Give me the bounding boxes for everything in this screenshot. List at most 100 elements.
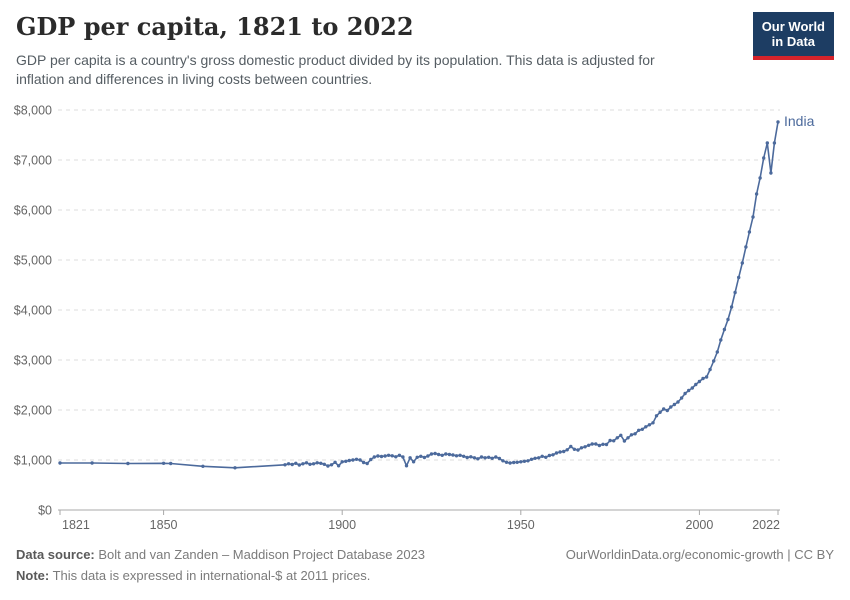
data-point [126,461,130,466]
data-point [551,453,555,457]
data-point [472,456,477,460]
data-point [629,433,634,437]
series-line-india[interactable] [59,121,779,469]
series-end-label-india: India [784,113,815,129]
owid-url-link[interactable]: OurWorldinData.org/economic-growth | CC … [565,547,834,562]
y-tick-label: $8,000 [14,104,52,118]
data-point [765,141,769,145]
data-point [415,455,419,459]
data-point [519,460,523,464]
chart-subtitle: GDP per capita is a country's gross dome… [16,52,655,87]
data-point [376,454,380,458]
data-point [729,305,734,309]
data-point [576,448,580,452]
data-point [558,450,562,454]
data-point [401,455,405,459]
owid-logo-line2: in Data [771,34,816,50]
data-point [290,462,294,467]
data-point [351,458,355,462]
data-point [762,156,766,160]
data-point [361,460,366,465]
data-point [297,463,301,467]
chart-title: GDP per capita, 1821 to 2022 [16,12,414,41]
data-point [476,457,480,461]
data-point [615,436,619,440]
data-point [429,452,434,456]
data-point [683,391,687,396]
data-point [526,459,530,463]
data-point [590,442,594,446]
x-tick-label: 2022 [752,518,780,532]
data-point [676,400,680,404]
note-line: Note: This data is expressed in internat… [16,568,370,583]
owid-logo-line1: Our World [761,19,825,34]
data-point [315,461,319,465]
x-tick-label: 1950 [507,518,535,532]
data-point [687,388,691,393]
data-point [694,382,698,387]
data-point [383,454,387,458]
data-point [740,261,744,265]
data-point [669,405,673,409]
x-tick-label: 1900 [328,518,356,532]
data-point [169,461,173,466]
data-point [301,462,305,466]
data-point [622,439,627,443]
data-point [404,464,409,468]
data-point [562,449,566,454]
data-point [708,367,712,372]
data-point [597,443,602,448]
data-point [583,445,587,449]
data-point [451,453,455,457]
data-point [679,396,684,400]
data-point [515,460,519,464]
y-tick-label: $2,000 [14,404,52,418]
data-point [319,461,323,465]
data-point [547,453,552,458]
data-point [540,454,544,458]
data-point [569,444,573,449]
data-source-text: Bolt and van Zanden – Maddison Project D… [94,547,426,562]
data-point [426,454,430,458]
y-tick-label: $5,000 [14,254,52,268]
data-point [647,423,652,427]
y-tick-label: $0 [38,504,52,518]
data-point [444,452,448,456]
data-point [369,457,373,462]
y-tick-label: $4,000 [14,304,52,318]
data-point [329,463,334,467]
note-text: This data is expressed in international-… [49,568,371,584]
data-point [408,456,412,460]
data-point [390,454,394,458]
gdp-line-chart[interactable]: $0 $1,000 $2,000 $3,000 $4,000 $5,000 $6,000 $7… [0,0,850,540]
data-point [465,455,469,460]
data-point [454,454,459,458]
data-point [719,338,723,342]
data-point [769,171,773,175]
data-point [554,451,559,455]
y-tick-label: $1,000 [14,454,52,468]
x-tick-label: 1821 [62,518,90,532]
data-point [344,459,348,463]
owid-logo[interactable]: Our World in Data [752,12,834,60]
data-point [372,455,376,459]
data-point [640,427,644,431]
data-point [490,456,494,460]
data-point [504,460,509,464]
data-point [619,433,623,437]
data-point [322,462,326,466]
data-point [483,456,487,460]
data-point [733,290,737,295]
data-point [701,376,705,381]
data-point [397,453,402,457]
data-point [340,460,344,464]
x-tick-label: 2000 [686,518,714,532]
data-point [658,410,662,414]
data-point [347,458,351,463]
data-point [754,192,759,196]
data-point [161,461,166,465]
data-point [772,141,777,145]
data-point [333,460,337,464]
y-tick-label: $7,000 [14,154,52,168]
data-source-line: Data source: Bolt and van Zanden – Maddi… [16,544,425,565]
